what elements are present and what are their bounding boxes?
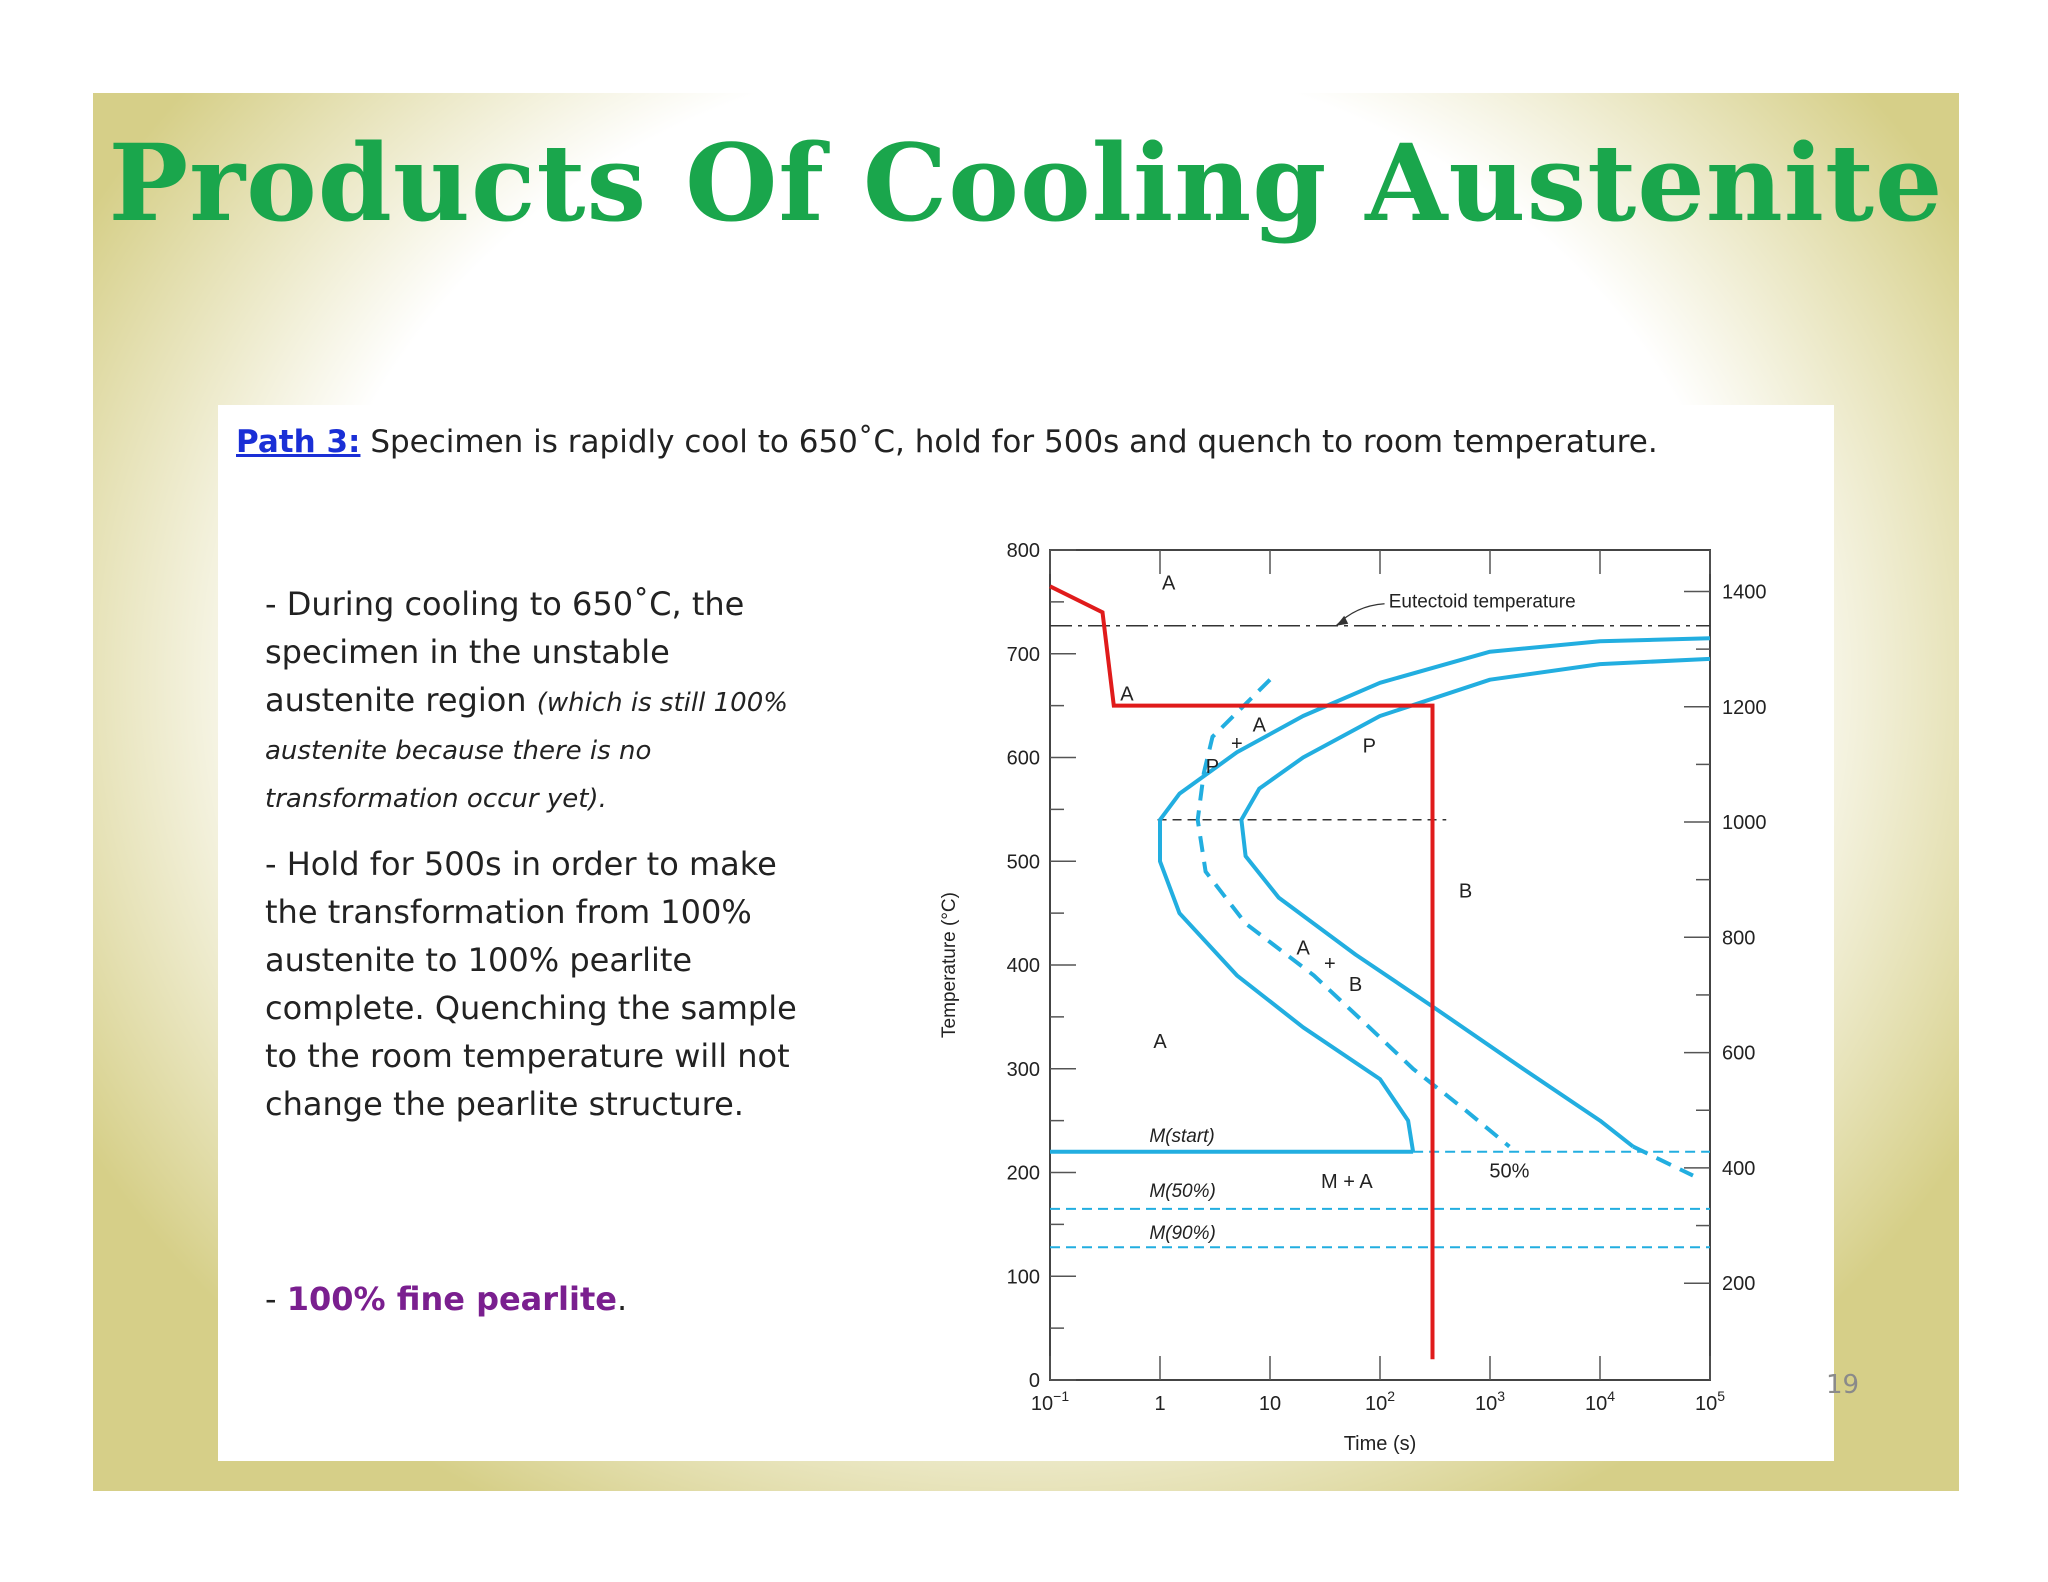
- slide-title: Products Of Cooling Austenite: [108, 120, 1944, 245]
- note-result: - 100% fine pearlite.: [265, 1275, 825, 1323]
- y-tick-label-right: 1200: [1722, 697, 1767, 719]
- chart-labels: 0 100 200 300 400 500 600 700 800 200 400 600 800 100…: [939, 540, 1767, 1455]
- x-tick-label: 10: [1259, 1393, 1281, 1415]
- path-3-line: [1049, 584, 1435, 1360]
- start-curve: [1158, 636, 1711, 1153]
- y-tick-label-right: 800: [1722, 927, 1755, 949]
- x-axis-title: Time (s): [1344, 1433, 1417, 1455]
- y-tick-label-left: 600: [1007, 748, 1040, 770]
- y-tick-label-left: 800: [1007, 540, 1040, 562]
- content-panel: [218, 405, 1834, 1461]
- finish-curve-tail: [1632, 1144, 1694, 1178]
- m90-label: M(90%): [1149, 1223, 1216, 1244]
- y-tick-label-right: 1000: [1722, 812, 1767, 834]
- y-tick-label-left: 100: [1007, 1266, 1040, 1288]
- region-label: B: [1459, 881, 1472, 903]
- plot-frame: [1049, 549, 1711, 1381]
- ms-label: M(start): [1149, 1126, 1214, 1147]
- transformation-curves: [1158, 636, 1711, 1178]
- note-cooling-text: - During cooling to 650˚C, the specimen …: [265, 585, 745, 719]
- finish-curve: [1239, 656, 1711, 1149]
- x-tick-label: 104: [1585, 1388, 1615, 1415]
- note-result-highlight: 100% fine pearlite: [286, 1280, 617, 1318]
- region-label: P: [1363, 735, 1376, 757]
- region-label: M + A: [1321, 1171, 1373, 1193]
- m50-label: M(50%): [1149, 1181, 1216, 1202]
- region-label: +: [1324, 953, 1336, 975]
- path-description: Path 3: Specimen is rapidly cool to 650˚…: [236, 424, 1816, 460]
- region-label: P: [1206, 756, 1219, 778]
- path-text: Specimen is rapidly cool to 650˚C, hold …: [360, 424, 1658, 460]
- region-label: A: [1253, 715, 1267, 737]
- y-tick-label-left: 0: [1029, 1370, 1040, 1392]
- chart-frame: [1049, 549, 1711, 1381]
- y-tick-label-left: 300: [1007, 1059, 1040, 1081]
- region-label: A: [1120, 683, 1134, 705]
- region-label: A: [1296, 938, 1310, 960]
- eutectoid-arrowhead: [1336, 615, 1349, 626]
- note-hold: - Hold for 500s in order to make the tra…: [265, 845, 797, 1123]
- note-cooling: - During cooling to 650˚C, the specimen …: [265, 580, 825, 820]
- note-result-prefix: -: [265, 1280, 287, 1318]
- eutectoid-label: Eutectoid temperature: [1389, 592, 1576, 613]
- y-axis-title-left: Temperature (°C): [939, 892, 960, 1038]
- x-tick-label: 10−1: [1031, 1388, 1069, 1415]
- region-label: B: [1349, 974, 1362, 996]
- chart-lines: [1050, 603, 1710, 1249]
- path-label: Path 3:: [236, 424, 361, 460]
- y-tick-label-right: 400: [1722, 1158, 1755, 1180]
- x-tick-label: 102: [1365, 1388, 1395, 1415]
- region-label: +: [1231, 733, 1243, 755]
- x-tick-label: 105: [1695, 1388, 1725, 1415]
- y-tick-label-left: 700: [1007, 644, 1040, 666]
- note-result-suffix: .: [616, 1280, 628, 1318]
- page-number: 19: [1826, 1370, 1860, 1400]
- note-cooling-aside: (which is still 100% austenite because t…: [265, 688, 788, 814]
- x-tick-label: 103: [1475, 1388, 1505, 1415]
- region-label: A: [1162, 572, 1176, 594]
- region-label: 50%: [1489, 1161, 1529, 1183]
- y-tick-label-right: 200: [1722, 1273, 1755, 1295]
- x-tick-label: 1: [1154, 1393, 1165, 1415]
- y-tick-label-left: 200: [1007, 1163, 1040, 1185]
- ttt-diagram: 0 100 200 300 400 500 600 700 800 200 400 600 800 100…: [939, 540, 1767, 1455]
- y-tick-label-left: 400: [1007, 955, 1040, 977]
- y-tick-label-right: 1400: [1722, 582, 1767, 604]
- y-tick-label-right: 600: [1722, 1043, 1755, 1065]
- cooling-path: [1049, 584, 1435, 1360]
- y-tick-label-left: 500: [1007, 851, 1040, 873]
- region-label: A: [1153, 1031, 1167, 1053]
